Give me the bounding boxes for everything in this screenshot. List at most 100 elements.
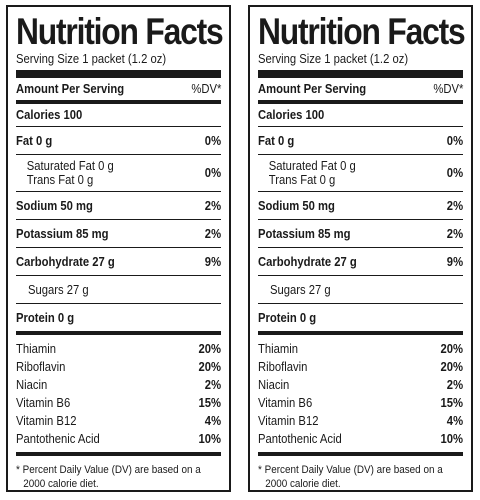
vitamin-row: Pantothenic Acid 10% — [16, 430, 221, 448]
thick-divider — [258, 70, 463, 78]
vitamins-list: Thiamin 20% Riboflavin 20% Niacin 2% Vit… — [16, 335, 221, 452]
potassium-label: Potassium 85 mg — [16, 226, 109, 241]
calories-row: Calories 100 — [258, 104, 463, 126]
vitamin-label: Vitamin B6 — [258, 396, 313, 410]
panel-title: Nutrition Facts — [16, 11, 224, 52]
calories-label: Calories 100 — [16, 108, 83, 122]
vitamin-dv: 4% — [446, 414, 463, 428]
fat-dv: 0% — [204, 133, 221, 148]
amount-per-serving-label: Amount Per Serving — [258, 82, 367, 96]
potassium-label: Potassium 85 mg — [258, 226, 351, 241]
vitamin-row: Vitamin B12 4% — [16, 412, 221, 430]
protein-row: Protein 0 g — [258, 304, 463, 331]
vitamin-dv: 10% — [440, 432, 463, 446]
sodium-dv: 2% — [204, 198, 221, 213]
row-divider — [16, 191, 221, 192]
potassium-row: Potassium 85 mg 2% — [16, 220, 221, 247]
sodium-label: Sodium 50 mg — [258, 198, 335, 213]
dv-header: %DV* — [190, 82, 221, 96]
medium-divider — [16, 331, 221, 335]
carbohydrate-row: Carbohydrate 27 g 9% — [258, 248, 463, 275]
vitamin-row: Vitamin B6 15% — [258, 394, 463, 412]
calories-label: Calories 100 — [258, 108, 325, 122]
vitamin-dv: 20% — [198, 342, 221, 356]
saturated-fat-label: Saturated Fat 0 g — [26, 159, 114, 173]
vitamin-dv: 20% — [198, 360, 221, 374]
fat-dv: 0% — [446, 133, 463, 148]
vitamin-label: Vitamin B12 — [16, 414, 77, 428]
sugars-label: Sugars 27 g — [270, 282, 331, 297]
vitamin-label: Riboflavin — [16, 360, 66, 374]
vitamin-dv: 20% — [440, 342, 463, 356]
sodium-dv: 2% — [446, 198, 463, 213]
row-divider — [258, 247, 463, 248]
vitamin-dv: 2% — [204, 378, 221, 392]
amount-per-serving-row: Amount Per Serving %DV* — [258, 78, 463, 100]
vitamin-label: Vitamin B6 — [16, 396, 71, 410]
carbohydrate-label: Carbohydrate 27 g — [16, 254, 115, 269]
sodium-row: Sodium 50 mg 2% — [258, 192, 463, 219]
sat-trans-fat-dv: 0% — [204, 166, 221, 180]
vitamin-label: Thiamin — [16, 342, 57, 356]
amount-per-serving-label: Amount Per Serving — [16, 82, 125, 96]
saturated-fat-label: Saturated Fat 0 g — [268, 159, 356, 173]
fat-row: Fat 0 g 0% — [16, 127, 221, 154]
vitamin-row: Niacin 2% — [258, 376, 463, 394]
sodium-row: Sodium 50 mg 2% — [16, 192, 221, 219]
sugars-label: Sugars 27 g — [28, 282, 89, 297]
vitamin-dv: 15% — [440, 396, 463, 410]
vitamin-label: Pantothenic Acid — [258, 432, 342, 446]
carbohydrate-row: Carbohydrate 27 g 9% — [16, 248, 221, 275]
sugars-row: Sugars 27 g — [16, 276, 221, 303]
nutrition-facts-panel-left: Nutrition Facts Serving Size 1 packet (1… — [6, 5, 231, 492]
sat-trans-fat-labels: Saturated Fat 0 g Trans Fat 0 g — [16, 159, 114, 187]
vitamin-row: Thiamin 20% — [258, 340, 463, 358]
potassium-row: Potassium 85 mg 2% — [258, 220, 463, 247]
vitamin-row: Pantothenic Acid 10% — [258, 430, 463, 448]
row-divider — [258, 126, 463, 127]
medium-divider — [258, 331, 463, 335]
footnote-line-2: 2000 calorie diet. — [23, 478, 99, 490]
sat-trans-fat-row: Saturated Fat 0 g Trans Fat 0 g 0% — [258, 155, 463, 191]
row-divider — [258, 191, 463, 192]
sodium-label: Sodium 50 mg — [16, 198, 93, 213]
fat-label: Fat 0 g — [258, 133, 295, 148]
potassium-dv: 2% — [204, 226, 221, 241]
vitamin-label: Thiamin — [258, 342, 299, 356]
vitamin-dv: 4% — [204, 414, 221, 428]
sugars-row: Sugars 27 g — [258, 276, 463, 303]
sat-trans-fat-dv: 0% — [446, 166, 463, 180]
dv-header: %DV* — [432, 82, 463, 96]
sat-trans-fat-labels: Saturated Fat 0 g Trans Fat 0 g — [258, 159, 356, 187]
fat-row: Fat 0 g 0% — [258, 127, 463, 154]
carbohydrate-dv: 9% — [446, 254, 463, 269]
vitamin-row: Riboflavin 20% — [16, 358, 221, 376]
protein-label: Protein 0 g — [16, 310, 75, 325]
footnote-line-1: * Percent Daily Value (DV) are based on … — [16, 464, 201, 476]
row-divider — [16, 154, 221, 155]
amount-per-serving-row: Amount Per Serving %DV* — [16, 78, 221, 100]
medium-divider — [16, 452, 221, 456]
vitamins-list: Thiamin 20% Riboflavin 20% Niacin 2% Vit… — [258, 335, 463, 452]
row-divider — [258, 219, 463, 220]
footnote-line-2: 2000 calorie diet. — [265, 478, 341, 490]
potassium-dv: 2% — [446, 226, 463, 241]
row-divider — [16, 247, 221, 248]
vitamin-label: Riboflavin — [258, 360, 308, 374]
vitamin-row: Thiamin 20% — [16, 340, 221, 358]
vitamin-row: Riboflavin 20% — [258, 358, 463, 376]
sat-trans-fat-row: Saturated Fat 0 g Trans Fat 0 g 0% — [16, 155, 221, 191]
vitamin-dv: 10% — [198, 432, 221, 446]
trans-fat-label: Trans Fat 0 g — [26, 173, 94, 187]
vitamin-row: Vitamin B12 4% — [258, 412, 463, 430]
footnote: * Percent Daily Value (DV) are based on … — [16, 463, 201, 491]
fat-label: Fat 0 g — [16, 133, 53, 148]
thick-divider — [16, 70, 221, 78]
vitamin-label: Pantothenic Acid — [16, 432, 100, 446]
footnote-line-1: * Percent Daily Value (DV) are based on … — [258, 464, 443, 476]
protein-label: Protein 0 g — [258, 310, 317, 325]
vitamin-label: Vitamin B12 — [258, 414, 319, 428]
serving-size: Serving Size 1 packet (1.2 oz) — [16, 52, 167, 66]
vitamin-label: Niacin — [258, 378, 290, 392]
vitamin-row: Vitamin B6 15% — [16, 394, 221, 412]
